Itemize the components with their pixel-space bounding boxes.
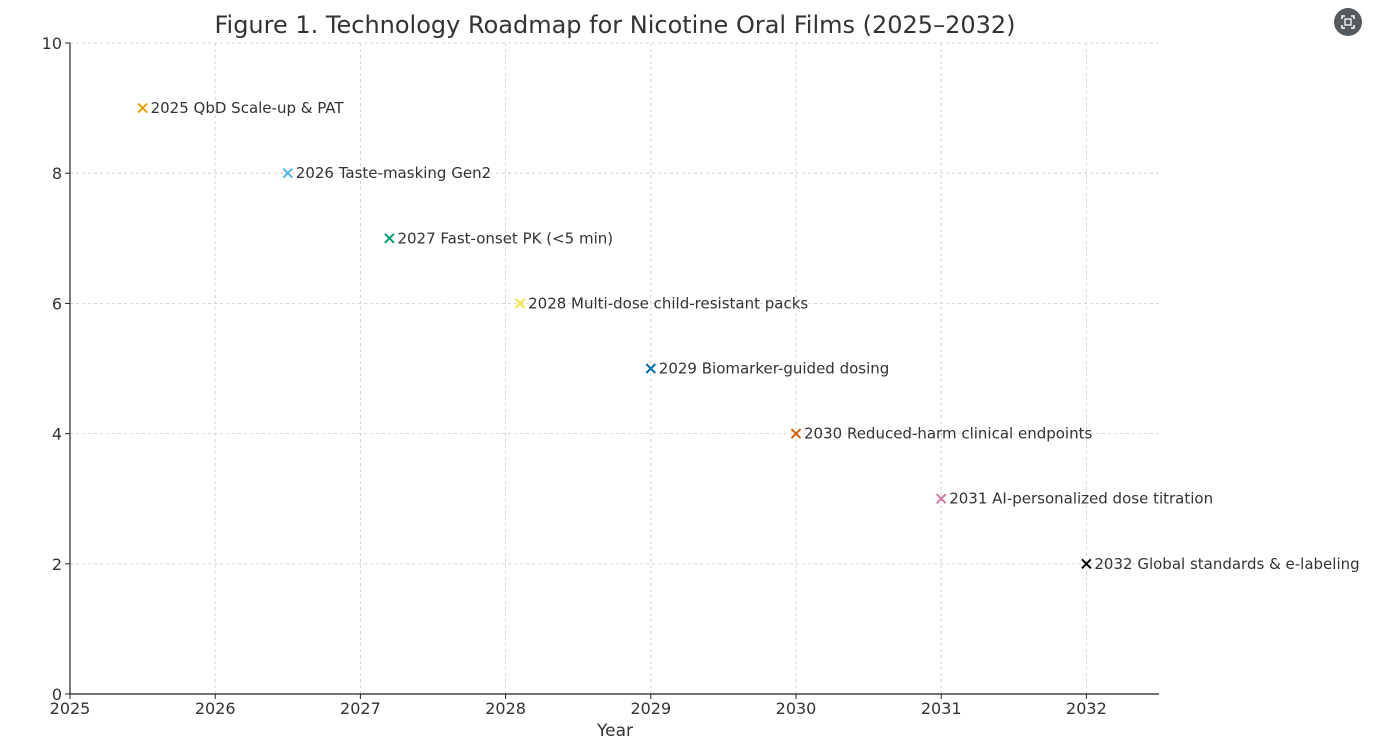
y-tick-label: 0	[52, 685, 62, 704]
point-label: 2028 Multi-dose child-resistant packs	[528, 294, 808, 312]
y-tick-label: 10	[42, 34, 62, 53]
x-marker	[935, 493, 947, 504]
x-tick-label: 2028	[485, 699, 526, 718]
data-point: 2032 Global standards & e-labeling	[1081, 555, 1360, 573]
x-tick-label: 2029	[630, 699, 671, 718]
x-tick-label: 2030	[776, 699, 817, 718]
x-marker	[514, 298, 526, 309]
y-tick-label: 2	[52, 555, 62, 574]
point-label: 2030 Reduced-harm clinical endpoints	[804, 425, 1092, 443]
point-label: 2032 Global standards & e-labeling	[1094, 555, 1359, 573]
data-point: 2029 Biomarker-guided dosing	[645, 360, 890, 378]
x-marker	[790, 428, 802, 439]
data-point: 2026 Taste-masking Gen2	[282, 164, 491, 182]
data-points: 2025 QbD Scale-up & PAT 2026 Taste-maskin…	[137, 99, 1360, 573]
x-marker	[137, 102, 148, 114]
data-point: 2031 AI-personalized dose titration	[935, 490, 1213, 508]
data-point: 2027 Fast-onset PK (<5 min)	[384, 229, 613, 247]
x-tick-label: 2027	[340, 699, 381, 718]
x-tick-label: 2031	[921, 699, 962, 718]
expand-icon	[1340, 14, 1356, 30]
x-axis-title: Year	[596, 721, 633, 741]
y-tick-label: 6	[52, 294, 62, 313]
point-label: 2027 Fast-onset PK (<5 min)	[397, 229, 613, 247]
y-tick-label: 4	[52, 425, 62, 444]
point-label: 2026 Taste-masking Gen2	[296, 164, 491, 182]
grid	[69, 42, 1159, 695]
point-label: 2031 AI-personalized dose titration	[949, 490, 1213, 508]
x-marker	[645, 363, 657, 374]
x-tick-label: 2025	[50, 699, 91, 718]
data-point: 2030 Reduced-harm clinical endpoints	[790, 425, 1092, 443]
y-tick-label: 8	[52, 164, 62, 183]
x-marker	[1081, 558, 1092, 570]
x-tick-label: 2026	[195, 699, 236, 718]
x-marker	[282, 167, 294, 179]
chart-title: Figure 1. Technology Roadmap for Nicotin…	[214, 11, 1015, 39]
data-point: 2025 QbD Scale-up & PAT	[137, 99, 345, 117]
expand-button[interactable]	[1334, 8, 1362, 36]
point-label: 2025 QbD Scale-up & PAT	[151, 99, 345, 117]
data-point: 2028 Multi-dose child-resistant packs	[514, 294, 808, 312]
x-tick-label: 2032	[1066, 699, 1107, 718]
point-label: 2029 Biomarker-guided dosing	[659, 360, 890, 378]
x-marker	[384, 233, 395, 244]
axes: 2025 2026 2027 2028 2029 2030 2031 2032 0 2 4 6 8 10	[42, 34, 1159, 718]
